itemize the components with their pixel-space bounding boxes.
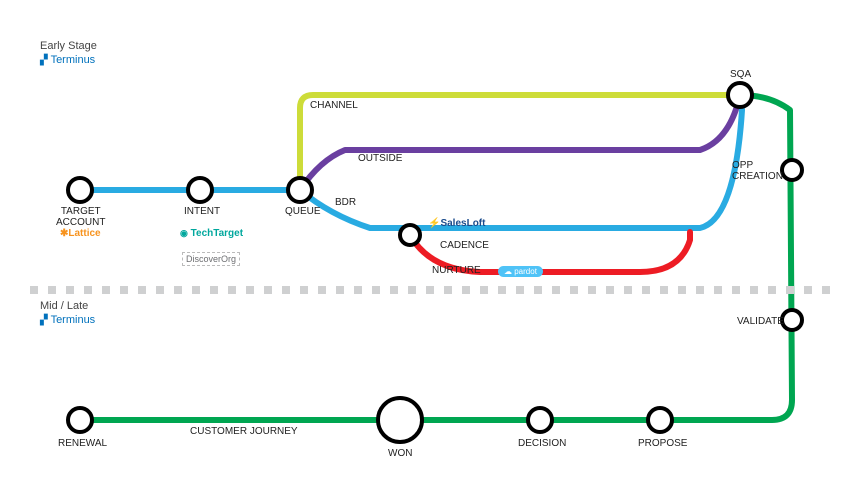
node-won: [378, 398, 422, 442]
node-bdr_node: [400, 225, 420, 245]
divider-dash: [48, 286, 56, 294]
divider-dash: [282, 286, 290, 294]
divider-dash: [192, 286, 200, 294]
divider-dash: [588, 286, 596, 294]
divider-dash: [624, 286, 632, 294]
early-stage-title: Early Stage: [40, 40, 97, 52]
divider-dash: [462, 286, 470, 294]
label-decision: DECISION: [518, 438, 566, 449]
divider-dash: [300, 286, 308, 294]
divider-dash: [156, 286, 164, 294]
brand-techtarget: ◉ TechTarget: [180, 228, 243, 239]
brand-discoverorg: DiscoverOrg: [182, 252, 240, 266]
divider-dash: [660, 286, 668, 294]
node-opp: [782, 160, 802, 180]
divider-dash: [246, 286, 254, 294]
label-opp-creation: OPPCREATION: [732, 160, 783, 182]
label-queue: QUEUE: [285, 206, 321, 217]
divider-dash: [678, 286, 686, 294]
divider-dash: [102, 286, 110, 294]
divider-dash: [552, 286, 560, 294]
divider-dash: [570, 286, 578, 294]
node-decision: [528, 408, 552, 432]
node-sqa: [728, 83, 752, 107]
node-renewal: [68, 408, 92, 432]
line-label-outside: OUTSIDE: [358, 153, 402, 164]
label-target-account: TARGETACCOUNT: [56, 206, 105, 228]
early-stage-sub-text: Terminus: [51, 54, 96, 66]
divider-dash: [714, 286, 722, 294]
divider-dash: [174, 286, 182, 294]
eye-icon: ◉: [180, 228, 188, 238]
divider-dash: [318, 286, 326, 294]
brand-salesloft: ⚡SalesLoft: [428, 218, 485, 229]
node-target: [68, 178, 92, 202]
line-label-nurture: NURTURE: [432, 265, 481, 276]
divider-dash: [30, 286, 38, 294]
label-validate: VALIDATE: [737, 316, 784, 327]
divider-dash: [354, 286, 362, 294]
divider-dash: [534, 286, 542, 294]
label-won: WON: [388, 448, 412, 459]
divider-dash: [642, 286, 650, 294]
label-sqa: SQA: [730, 69, 751, 80]
node-propose: [648, 408, 672, 432]
mid-stage-title: Mid / Late: [40, 300, 88, 312]
divider-dash: [750, 286, 758, 294]
terminus-icon: ▞: [40, 315, 48, 326]
divider-dash: [138, 286, 146, 294]
early-stage-sub: ▞ Terminus: [40, 54, 95, 66]
node-queue: [288, 178, 312, 202]
divider-dash: [372, 286, 380, 294]
label-propose: PROPOSE: [638, 438, 687, 449]
divider-dash: [408, 286, 416, 294]
divider-dash: [768, 286, 776, 294]
divider-dash: [228, 286, 236, 294]
divider-dash: [390, 286, 398, 294]
divider-dash: [732, 286, 740, 294]
node-intent: [188, 178, 212, 202]
line-label-customer-journey: CUSTOMER JOURNEY: [190, 426, 298, 437]
line-yellow_channel: [300, 95, 740, 190]
divider-dash: [480, 286, 488, 294]
node-validate: [782, 310, 802, 330]
divider-dash: [606, 286, 614, 294]
line-label-bdr: BDR: [335, 197, 356, 208]
divider-dash: [426, 286, 434, 294]
line-purple_outside: [300, 95, 740, 190]
divider-dash: [66, 286, 74, 294]
label-intent: INTENT: [184, 206, 220, 217]
divider-dash: [498, 286, 506, 294]
line-label-cadence: CADENCE: [440, 240, 489, 251]
stage-divider: [30, 286, 830, 294]
divider-dash: [264, 286, 272, 294]
line-label-channel: CHANNEL: [310, 100, 358, 111]
divider-dash: [84, 286, 92, 294]
mid-stage-sub-text: Terminus: [51, 314, 96, 326]
cloud-icon: ☁ pardot: [498, 266, 543, 277]
bolt-icon: ⚡: [428, 218, 440, 229]
divider-dash: [444, 286, 452, 294]
divider-dash: [804, 286, 812, 294]
label-renewal: RENEWAL: [58, 438, 107, 449]
mid-stage-sub: ▞ Terminus: [40, 314, 95, 326]
divider-dash: [210, 286, 218, 294]
brand-lattice: ✱Lattice: [60, 228, 101, 239]
divider-dash: [516, 286, 524, 294]
divider-dash: [336, 286, 344, 294]
divider-dash: [696, 286, 704, 294]
divider-dash: [822, 286, 830, 294]
divider-dash: [786, 286, 794, 294]
terminus-icon: ▞: [40, 55, 48, 66]
brand-pardot: ☁ pardot: [498, 266, 543, 277]
divider-dash: [120, 286, 128, 294]
